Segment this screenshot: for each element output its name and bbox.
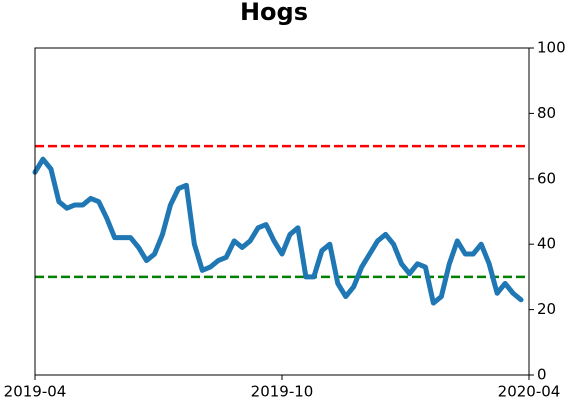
x-tick-label: 2019-10 [251,383,314,401]
x-tick-label: 2020-04 [498,383,561,401]
y-tick-label: 0 [537,366,547,384]
data-line [32,156,524,306]
y-tick-label: 100 [537,39,566,57]
y-tick-label: 40 [537,235,556,253]
y-tick-label: 60 [537,169,556,187]
plot-frame [34,47,530,376]
chart-title: Hogs [240,0,308,26]
x-tick-label: 2019-04 [4,383,67,401]
y-tick-label: 20 [537,300,556,318]
y-tick-label: 80 [537,104,556,122]
